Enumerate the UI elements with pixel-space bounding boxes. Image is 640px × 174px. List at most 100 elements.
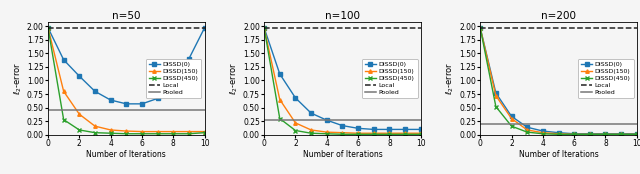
DISSD(0)	[618, 133, 625, 135]
DISSD(450)	[570, 133, 578, 135]
Line: DISSD(450): DISSD(450)	[479, 26, 639, 136]
DISSD(450)	[476, 27, 484, 29]
Title: n=200: n=200	[541, 11, 576, 21]
DISSD(150)	[570, 133, 578, 135]
DISSD(150)	[323, 131, 331, 133]
DISSD(450)	[508, 125, 515, 127]
DISSD(150)	[476, 27, 484, 29]
DISSD(450)	[107, 132, 115, 134]
DISSD(450)	[292, 129, 300, 132]
DISSD(150)	[44, 27, 52, 29]
DISSD(450)	[370, 133, 378, 135]
DISSD(450)	[492, 105, 500, 108]
DISSD(450)	[401, 133, 409, 135]
DISSD(150)	[602, 133, 609, 135]
Y-axis label: $\ell_2$-error: $\ell_2$-error	[13, 62, 24, 95]
DISSD(450)	[276, 117, 284, 120]
DISSD(0)	[122, 103, 130, 105]
DISSD(150)	[417, 132, 424, 134]
DISSD(450)	[260, 27, 268, 29]
DISSD(450)	[417, 133, 424, 135]
DISSD(450)	[138, 133, 146, 135]
DISSD(150)	[91, 125, 99, 127]
DISSD(0)	[260, 27, 268, 29]
Line: DISSD(0): DISSD(0)	[262, 26, 422, 131]
DISSD(0)	[138, 103, 146, 105]
Local	[476, 27, 484, 29]
DISSD(0)	[292, 97, 300, 99]
X-axis label: Number of Iterations: Number of Iterations	[518, 150, 598, 159]
DISSD(0)	[44, 27, 52, 29]
DISSD(450)	[539, 133, 547, 135]
DISSD(150)	[307, 129, 315, 131]
Line: DISSD(150): DISSD(150)	[46, 26, 206, 133]
Pooled	[260, 119, 268, 121]
Line: DISSD(450): DISSD(450)	[262, 26, 422, 136]
DISSD(150)	[586, 133, 594, 135]
Line: DISSD(0): DISSD(0)	[46, 26, 206, 106]
DISSD(0)	[539, 130, 547, 132]
DISSD(450)	[586, 133, 594, 135]
DISSD(0)	[91, 90, 99, 92]
DISSD(450)	[555, 133, 563, 135]
DISSD(0)	[602, 133, 609, 135]
DISSD(450)	[307, 132, 315, 134]
DISSD(450)	[170, 133, 177, 135]
Legend: DISSD(0), DISSD(150), DISSD(450), Local, Pooled: DISSD(0), DISSD(150), DISSD(450), Local,…	[362, 59, 417, 98]
X-axis label: Number of Iterations: Number of Iterations	[86, 150, 166, 159]
DISSD(150)	[618, 133, 625, 135]
Local	[492, 27, 500, 29]
DISSD(150)	[201, 130, 209, 133]
Local	[260, 27, 268, 29]
DISSD(450)	[91, 132, 99, 134]
X-axis label: Number of Iterations: Number of Iterations	[303, 150, 382, 159]
DISSD(150)	[555, 133, 563, 135]
DISSD(0)	[323, 119, 331, 121]
DISSD(0)	[401, 128, 409, 130]
Pooled	[60, 109, 67, 111]
DISSD(0)	[385, 128, 393, 130]
DISSD(150)	[524, 129, 531, 131]
DISSD(0)	[555, 132, 563, 134]
DISSD(0)	[60, 59, 67, 61]
DISSD(0)	[107, 99, 115, 101]
DISSD(450)	[122, 133, 130, 135]
DISSD(0)	[570, 133, 578, 135]
DISSD(0)	[339, 125, 346, 127]
Local	[60, 27, 67, 29]
DISSD(150)	[170, 130, 177, 133]
DISSD(450)	[385, 133, 393, 135]
DISSD(450)	[154, 133, 161, 135]
Y-axis label: $\ell_2$-error: $\ell_2$-error	[228, 62, 240, 95]
DISSD(0)	[633, 133, 640, 135]
DISSD(150)	[122, 130, 130, 132]
Line: DISSD(450): DISSD(450)	[46, 26, 206, 136]
Legend: DISSD(0), DISSD(150), DISSD(450), Local, Pooled: DISSD(0), DISSD(150), DISSD(450), Local,…	[145, 59, 202, 98]
DISSD(150)	[276, 98, 284, 101]
DISSD(0)	[307, 112, 315, 114]
DISSD(150)	[539, 132, 547, 134]
DISSD(0)	[276, 73, 284, 75]
DISSD(0)	[185, 58, 193, 60]
DISSD(450)	[354, 133, 362, 135]
DISSD(0)	[154, 97, 161, 100]
DISSD(150)	[260, 27, 268, 29]
DISSD(450)	[524, 131, 531, 133]
DISSD(150)	[76, 113, 83, 115]
Pooled	[276, 119, 284, 121]
Pooled	[492, 123, 500, 125]
Local	[276, 27, 284, 29]
DISSD(150)	[185, 130, 193, 133]
DISSD(150)	[633, 133, 640, 135]
Line: DISSD(0): DISSD(0)	[479, 26, 639, 136]
Y-axis label: $\ell_2$-error: $\ell_2$-error	[445, 62, 456, 95]
DISSD(450)	[76, 129, 83, 131]
DISSD(150)	[385, 132, 393, 134]
DISSD(450)	[185, 133, 193, 135]
DISSD(0)	[586, 133, 594, 135]
DISSD(450)	[44, 27, 52, 29]
Title: n=100: n=100	[325, 11, 360, 21]
DISSD(150)	[107, 129, 115, 131]
DISSD(0)	[492, 92, 500, 94]
DISSD(150)	[60, 90, 67, 92]
